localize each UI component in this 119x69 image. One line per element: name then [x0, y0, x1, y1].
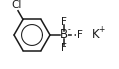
- Text: F: F: [61, 43, 67, 53]
- Text: -: -: [68, 26, 70, 34]
- Text: B: B: [60, 28, 68, 41]
- Text: F: F: [77, 30, 83, 40]
- Text: F: F: [61, 17, 67, 27]
- Text: +: +: [98, 26, 104, 34]
- Text: Cl: Cl: [12, 0, 22, 10]
- Text: K: K: [92, 28, 100, 41]
